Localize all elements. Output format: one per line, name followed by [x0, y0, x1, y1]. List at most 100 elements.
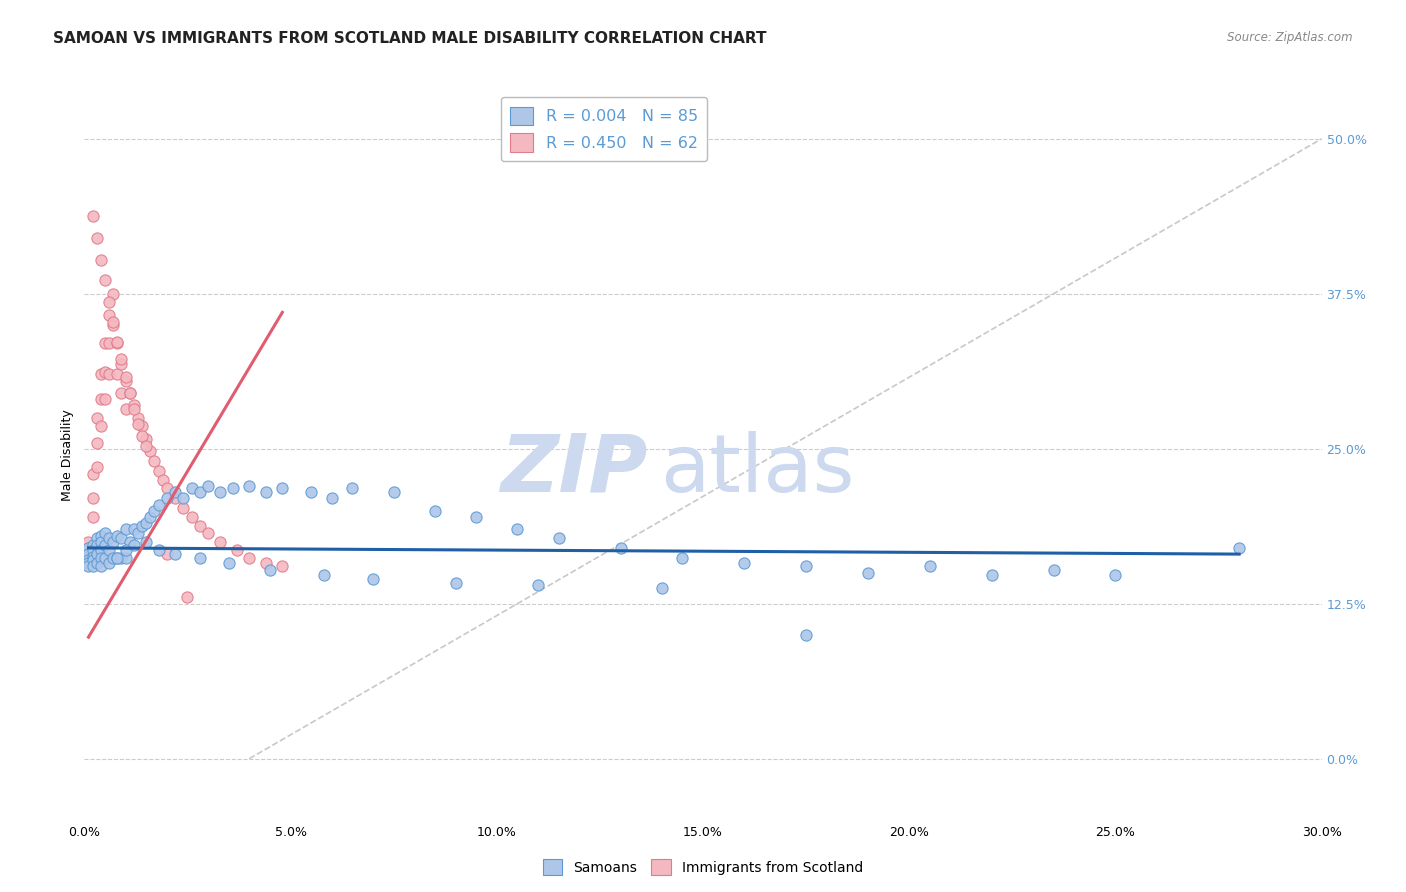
Point: [77, 559, 100, 574]
Point: [103, 286, 125, 301]
Point: [86, 231, 108, 245]
Point: [156, 547, 179, 561]
Point: [465, 509, 488, 524]
Text: Source: ZipAtlas.com: Source: ZipAtlas.com: [1227, 31, 1353, 45]
Point: [312, 568, 335, 582]
Point: [122, 402, 145, 417]
Point: [98, 556, 121, 570]
Point: [188, 485, 211, 500]
Point: [105, 550, 128, 565]
Point: [105, 335, 128, 350]
Text: ZIP: ZIP: [501, 431, 647, 508]
Point: [82, 543, 104, 558]
Point: [148, 543, 170, 558]
Point: [86, 538, 108, 552]
Point: [77, 556, 100, 570]
Point: [105, 368, 128, 382]
Point: [82, 491, 104, 506]
Point: [527, 578, 550, 592]
Point: [82, 209, 104, 223]
Point: [139, 444, 162, 458]
Point: [90, 543, 112, 558]
Point: [506, 522, 529, 536]
Point: [197, 479, 219, 493]
Point: [122, 398, 145, 412]
Point: [172, 491, 194, 506]
Text: SAMOAN VS IMMIGRANTS FROM SCOTLAND MALE DISABILITY CORRELATION CHART: SAMOAN VS IMMIGRANTS FROM SCOTLAND MALE …: [53, 31, 766, 46]
Point: [103, 550, 125, 565]
Point: [127, 417, 149, 431]
Point: [148, 498, 170, 512]
Point: [86, 435, 108, 450]
Point: [98, 308, 121, 322]
Point: [918, 559, 941, 574]
Point: [110, 386, 132, 401]
Point: [110, 358, 132, 372]
Point: [188, 550, 211, 565]
Point: [118, 534, 141, 549]
Point: [342, 482, 364, 496]
Point: [114, 402, 136, 417]
Point: [110, 352, 132, 367]
Point: [90, 253, 112, 268]
Point: [547, 531, 569, 545]
Point: [114, 550, 136, 565]
Point: [1104, 568, 1126, 582]
Point: [152, 473, 174, 487]
Point: [98, 531, 121, 545]
Point: [77, 550, 100, 565]
Y-axis label: Male Disability: Male Disability: [60, 409, 75, 500]
Point: [222, 482, 245, 496]
Point: [105, 336, 128, 351]
Point: [131, 429, 153, 443]
Legend: R = 0.004   N = 85, R = 0.450   N = 62: R = 0.004 N = 85, R = 0.450 N = 62: [501, 97, 707, 161]
Point: [90, 419, 112, 434]
Point: [135, 516, 157, 530]
Point: [254, 556, 277, 570]
Point: [651, 581, 673, 595]
Point: [122, 522, 145, 536]
Point: [86, 531, 108, 545]
Point: [143, 504, 166, 518]
Point: [122, 538, 145, 552]
Point: [209, 534, 232, 549]
Point: [114, 374, 136, 388]
Point: [86, 410, 108, 425]
Point: [77, 534, 100, 549]
Point: [94, 538, 117, 552]
Point: [82, 467, 104, 481]
Point: [259, 563, 281, 577]
Point: [77, 541, 100, 555]
Point: [135, 432, 157, 446]
Point: [118, 386, 141, 401]
Point: [444, 575, 467, 590]
Point: [180, 482, 202, 496]
Point: [131, 518, 153, 533]
Point: [156, 491, 179, 506]
Point: [226, 543, 249, 558]
Point: [856, 566, 879, 580]
Point: [98, 368, 121, 382]
Point: [77, 543, 100, 558]
Point: [77, 553, 100, 567]
Point: [271, 482, 294, 496]
Point: [90, 550, 112, 565]
Point: [148, 464, 170, 478]
Point: [127, 526, 149, 541]
Point: [139, 509, 162, 524]
Point: [82, 538, 104, 552]
Point: [733, 556, 755, 570]
Point: [197, 526, 219, 541]
Point: [77, 547, 100, 561]
Point: [82, 549, 104, 564]
Point: [794, 559, 817, 574]
Point: [180, 509, 202, 524]
Point: [980, 568, 1002, 582]
Point: [86, 460, 108, 475]
Point: [188, 518, 211, 533]
Point: [1042, 563, 1064, 577]
Point: [94, 550, 117, 565]
Point: [361, 572, 384, 586]
Legend: Samoans, Immigrants from Scotland: Samoans, Immigrants from Scotland: [537, 854, 869, 880]
Point: [156, 482, 179, 496]
